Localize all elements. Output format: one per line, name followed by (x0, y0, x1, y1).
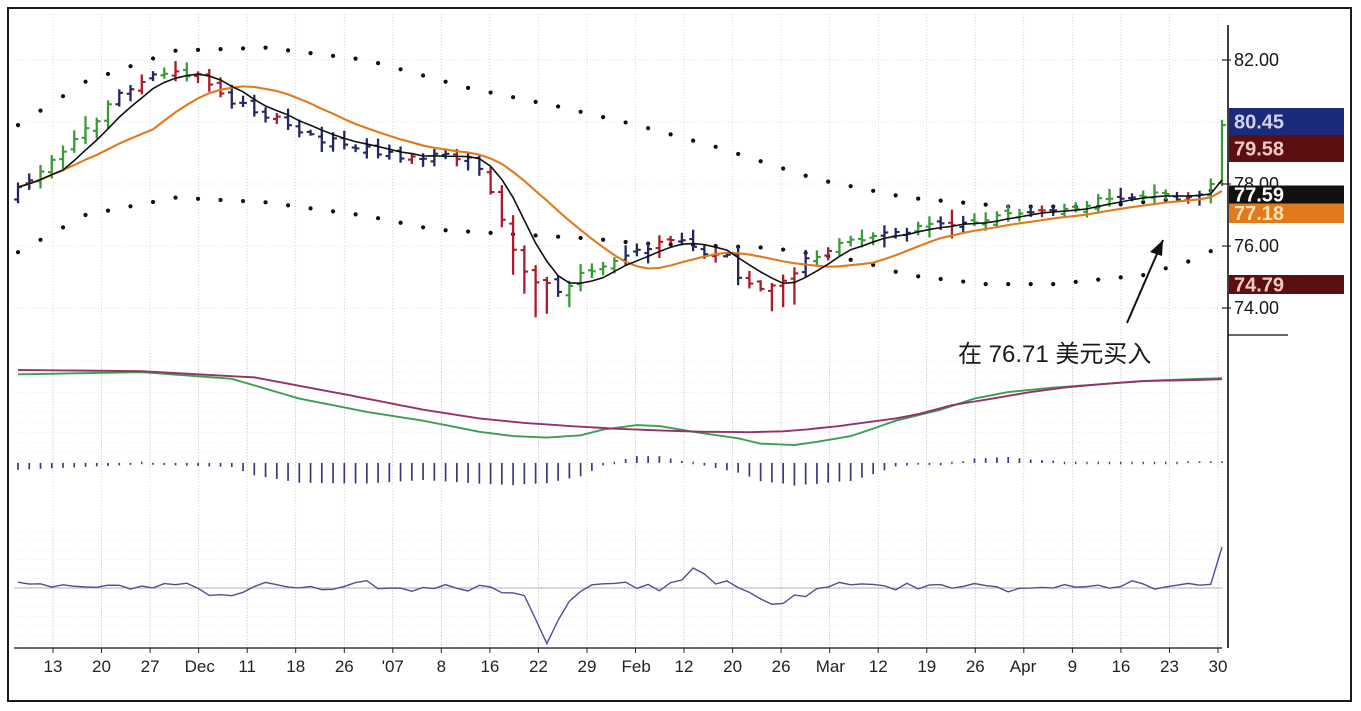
svg-text:18: 18 (286, 657, 305, 676)
svg-text:23: 23 (1160, 657, 1179, 676)
svg-text:19: 19 (917, 657, 936, 676)
svg-text:80.45: 80.45 (1234, 112, 1284, 134)
svg-text:26: 26 (966, 657, 985, 676)
svg-text:82.00: 82.00 (1234, 50, 1279, 70)
svg-text:13: 13 (44, 657, 63, 676)
svg-text:22: 22 (529, 657, 548, 676)
svg-text:12: 12 (869, 657, 888, 676)
svg-text:'07: '07 (382, 657, 404, 676)
svg-text:77.18: 77.18 (1234, 203, 1284, 225)
svg-text:Dec: Dec (185, 657, 216, 676)
svg-text:Apr: Apr (1010, 657, 1037, 676)
svg-text:Feb: Feb (622, 657, 651, 676)
svg-text:20: 20 (92, 657, 111, 676)
svg-text:76.00: 76.00 (1234, 236, 1279, 256)
svg-text:29: 29 (578, 657, 597, 676)
svg-text:11: 11 (238, 657, 256, 676)
svg-text:在 76.71 美元买入: 在 76.71 美元买入 (958, 341, 1151, 368)
svg-text:8: 8 (437, 657, 446, 676)
svg-text:16: 16 (480, 657, 499, 676)
svg-text:20: 20 (723, 657, 742, 676)
svg-text:30: 30 (1209, 657, 1228, 676)
svg-text:79.58: 79.58 (1234, 139, 1284, 161)
svg-text:74.79: 74.79 (1234, 275, 1284, 297)
svg-text:16: 16 (1111, 657, 1130, 676)
svg-text:12: 12 (675, 657, 694, 676)
svg-text:26: 26 (335, 657, 354, 676)
svg-text:Mar: Mar (816, 657, 846, 676)
svg-text:9: 9 (1068, 657, 1077, 676)
svg-text:26: 26 (772, 657, 791, 676)
svg-text:27: 27 (141, 657, 160, 676)
svg-text:74.00: 74.00 (1234, 298, 1279, 318)
